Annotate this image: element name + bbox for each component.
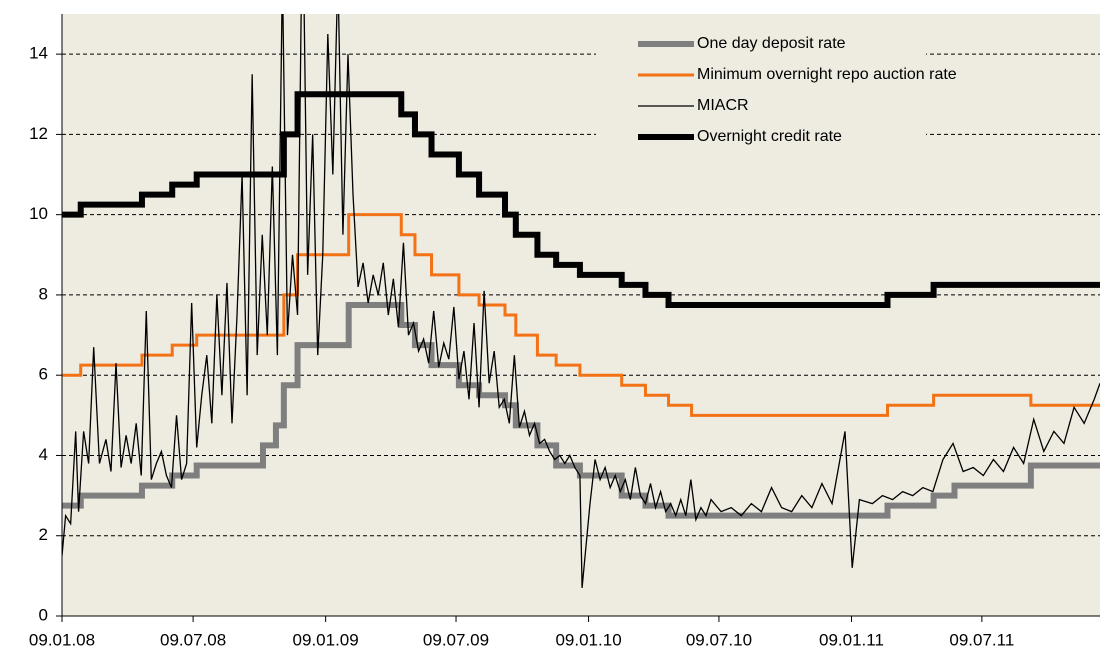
y-tick-label: 6 bbox=[39, 365, 48, 384]
axes: 0 2 4 6 8 10 12 14 09.01.08 09.07.08 09.01.09 09.07… bbox=[29, 14, 1100, 649]
x-tick-label: 09.07.10 bbox=[686, 630, 752, 649]
x-tick-label: 09.07.11 bbox=[949, 630, 1014, 649]
legend-label: MIACR bbox=[697, 97, 749, 114]
x-tick-label: 09.07.09 bbox=[423, 630, 489, 649]
series-layer bbox=[62, 14, 1100, 588]
series-line bbox=[62, 14, 1100, 588]
y-tick-label: 10 bbox=[29, 204, 48, 223]
legend: One day deposit rate Minimum overnight re… bbox=[596, 28, 957, 156]
x-tick-label: 09.01.10 bbox=[555, 630, 621, 649]
y-tick-label: 12 bbox=[29, 124, 48, 143]
x-tick-label: 09.01.11 bbox=[819, 630, 884, 649]
x-tick-label: 09.01.08 bbox=[29, 630, 95, 649]
series-line bbox=[62, 91, 1100, 308]
series-line bbox=[62, 301, 1100, 519]
y-tick-label: 14 bbox=[29, 44, 48, 63]
legend-label: One day deposit rate bbox=[697, 35, 846, 52]
y-tick-label: 8 bbox=[39, 284, 48, 303]
y-tick-label: 0 bbox=[39, 605, 48, 624]
y-tick-label: 2 bbox=[39, 525, 48, 544]
legend-label: Minimum overnight repo auction rate bbox=[697, 66, 957, 83]
x-tick-label: 09.07.08 bbox=[160, 630, 226, 649]
y-tick-label: 4 bbox=[39, 445, 48, 464]
legend-label: Overnight credit rate bbox=[697, 128, 842, 145]
x-tick-label: 09.01.09 bbox=[293, 630, 359, 649]
series-line bbox=[62, 213, 1100, 417]
